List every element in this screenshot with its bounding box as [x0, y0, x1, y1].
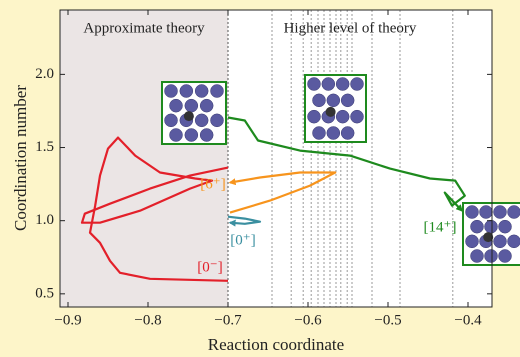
- curve-label: [0⁻]: [197, 259, 222, 275]
- atom: [466, 235, 479, 248]
- atom: [508, 235, 520, 248]
- atom: [485, 250, 498, 263]
- atom: [480, 206, 493, 219]
- atom: [170, 129, 183, 142]
- y-axis-label: Coordination number: [11, 85, 30, 231]
- atom: [313, 127, 326, 140]
- atom: [184, 111, 194, 121]
- atom: [351, 78, 364, 91]
- atom: [471, 220, 484, 233]
- atom: [308, 78, 321, 91]
- atom: [508, 206, 520, 219]
- atom: [195, 114, 208, 127]
- atom: [185, 99, 198, 112]
- atom: [466, 206, 479, 219]
- x-tick-label: −0.5: [374, 312, 401, 328]
- atom: [211, 85, 224, 98]
- x-axis-label: Reaction coordinate: [208, 335, 344, 354]
- x-tick-label: −0.6: [294, 312, 322, 328]
- atom: [308, 110, 321, 123]
- atom: [341, 127, 354, 140]
- page: {"chart_data": {"type": "line", "xlabel"…: [0, 0, 520, 357]
- x-tick-label: −0.7: [214, 312, 242, 328]
- atom: [341, 94, 354, 107]
- atom: [471, 250, 484, 263]
- atom: [185, 129, 198, 142]
- curve-label: [14⁺]: [424, 219, 457, 235]
- atom: [351, 110, 364, 123]
- curve-label: [6⁺]: [200, 176, 225, 192]
- y-tick-label: 0.5: [35, 285, 54, 301]
- atom: [494, 206, 507, 219]
- atom: [327, 94, 340, 107]
- atom: [200, 99, 213, 112]
- x-tick-label: −0.4: [454, 312, 482, 328]
- atom: [165, 85, 178, 98]
- y-tick-label: 1.5: [35, 139, 54, 155]
- structure-inset: [305, 75, 366, 142]
- atom: [180, 85, 193, 98]
- atom: [336, 78, 349, 91]
- structure-inset: [162, 82, 226, 144]
- atom: [322, 78, 335, 91]
- x-tick-label: −0.8: [134, 312, 161, 328]
- x-tick-label: −0.9: [54, 312, 81, 328]
- atom: [313, 94, 326, 107]
- atom: [326, 107, 336, 117]
- region-label: Higher level of theory: [284, 20, 417, 36]
- atom: [499, 220, 512, 233]
- y-tick-label: 2.0: [35, 66, 54, 82]
- region-label: Approximate theory: [83, 20, 205, 36]
- atom: [195, 85, 208, 98]
- y-tick-label: 1.0: [35, 212, 54, 228]
- atom: [494, 235, 507, 248]
- atom: [200, 129, 213, 142]
- atom: [336, 110, 349, 123]
- atom: [170, 99, 183, 112]
- chart: −0.9 −0.8 −0.7 −0.6 −0.5 −0.4 0.5 1.0 1.5 2.0 [0⁻]…: [0, 0, 520, 357]
- atom: [327, 127, 340, 140]
- atom: [211, 114, 224, 127]
- atom: [165, 114, 178, 127]
- atom: [485, 220, 498, 233]
- curve-label: [0⁺]: [230, 232, 255, 248]
- atom: [499, 250, 512, 263]
